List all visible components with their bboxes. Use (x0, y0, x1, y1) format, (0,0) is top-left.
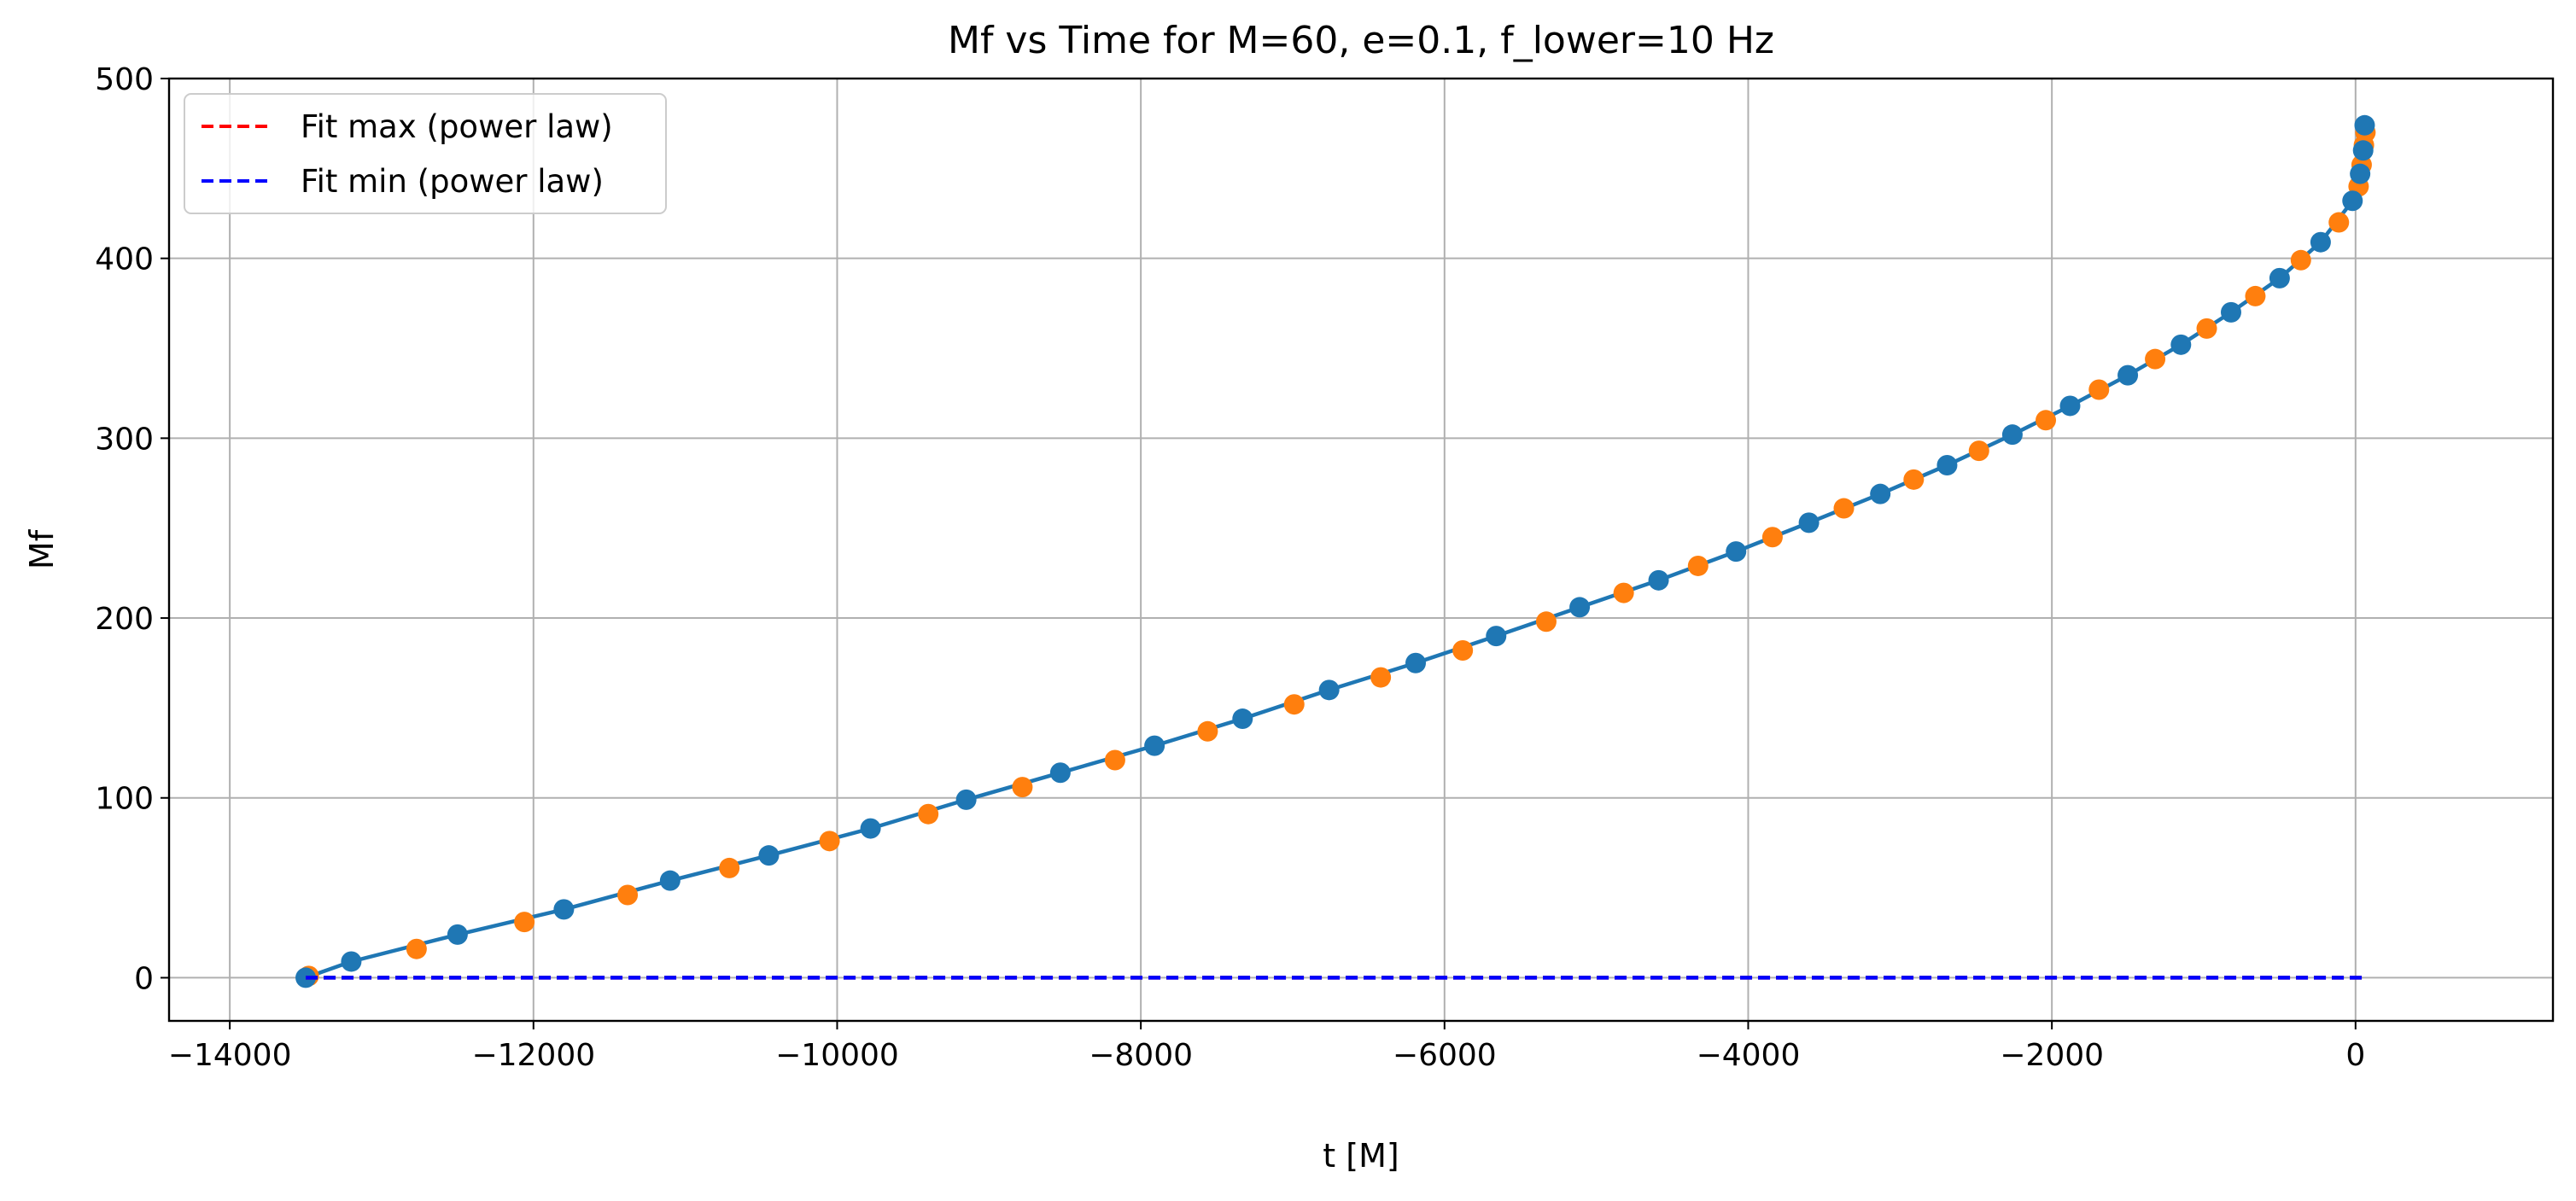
data-point-orange (1687, 555, 1709, 576)
data-point-orange (406, 938, 427, 959)
axis-ticks: −14000 −12000 −10000 −8000 −6000 −4000 −2000 0 0… (95, 62, 2365, 1073)
data-point-orange (918, 803, 939, 825)
data-point-blue (659, 870, 681, 891)
data-point-orange (2245, 285, 2266, 306)
data-point-orange (1012, 777, 1033, 798)
data-point-blue (1726, 541, 1747, 563)
data-point-blue (2001, 424, 2023, 446)
y-tick-label: 100 (95, 782, 154, 817)
data-point-blue (1232, 708, 1253, 730)
data-point-blue (2354, 114, 2375, 136)
legend-label-fit-max: Fit max (power law) (301, 108, 613, 145)
y-tick-label: 0 (134, 961, 154, 996)
data-point-orange (1761, 527, 1783, 548)
data-point-blue (860, 818, 881, 839)
x-tick-label: −4000 (1697, 1038, 1801, 1073)
data-point-orange (1452, 639, 1474, 661)
data-point-blue (1936, 454, 1958, 475)
data-point-blue (2170, 334, 2192, 355)
data-point-blue (1648, 569, 1669, 591)
data-point-blue (1049, 762, 1071, 784)
data-point-blue (2310, 231, 2331, 253)
x-tick-label: −12000 (471, 1038, 595, 1073)
x-tick-label: −14000 (168, 1038, 292, 1073)
data-point-orange (2196, 318, 2217, 339)
x-tick-label: 0 (2345, 1038, 2365, 1073)
data-point-orange (1370, 667, 1392, 688)
data-point-blue (1569, 597, 1591, 618)
data-point-orange (1535, 611, 1557, 633)
data-point-blue (2342, 190, 2363, 212)
data-point-blue (553, 899, 575, 920)
data-point-orange (1197, 720, 1218, 742)
plot-area (169, 79, 2553, 1021)
data-point-orange (1283, 694, 1305, 715)
plot-frame (167, 77, 2555, 1023)
data-point-blue (955, 789, 977, 810)
x-tick-label: −8000 (1089, 1038, 1193, 1073)
legend: Fit max (power law) Fit min (power law) (184, 93, 667, 214)
data-point-blue (2117, 364, 2139, 386)
data-point-orange (1903, 469, 1925, 490)
y-tick-label: 400 (95, 242, 154, 277)
data-point-blue (2352, 140, 2374, 161)
data-point-blue (341, 951, 362, 972)
data-point-orange (617, 884, 639, 906)
data-point-blue (2269, 267, 2290, 289)
data-point-blue (1870, 483, 1891, 504)
data-point-blue (1144, 735, 1165, 756)
data-point-orange (2036, 410, 2057, 431)
data-point-orange (2088, 379, 2110, 400)
legend-label-fit-min: Fit min (power law) (301, 163, 604, 200)
y-tick-label: 500 (95, 62, 154, 97)
data-point-orange (1833, 498, 1855, 519)
data-point-blue (2059, 395, 2081, 417)
data-layer (295, 114, 2376, 988)
legend-box (184, 93, 667, 214)
x-tick-label: −6000 (1393, 1038, 1497, 1073)
data-point-orange (719, 857, 740, 878)
chart-title: Mf vs Time for M=60, e=0.1, f_lower=10 H… (948, 19, 1774, 62)
data-point-orange (1613, 582, 1634, 603)
data-point-blue (1318, 679, 1340, 701)
data-point-orange (2145, 348, 2166, 370)
data-point-blue (1405, 652, 1427, 673)
data-point-blue (2220, 301, 2241, 323)
data-point-blue (1798, 512, 1820, 533)
x-tick-label: −2000 (2000, 1038, 2104, 1073)
x-axis-label: t [M] (1323, 1137, 1399, 1175)
x-tick-label: −10000 (775, 1038, 899, 1073)
data-point-blue (1486, 626, 1507, 647)
y-tick-label: 200 (95, 602, 154, 637)
data-point-orange (819, 831, 840, 852)
data-point-orange (1968, 440, 1989, 462)
data-point-blue (758, 845, 780, 866)
data-point-orange (2328, 212, 2350, 233)
data-point-orange (1104, 749, 1125, 771)
data-point-blue (2350, 163, 2371, 184)
y-tick-label: 300 (95, 422, 154, 457)
data-point-blue (447, 924, 468, 945)
data-point-orange (514, 912, 535, 933)
y-axis-label: Mf (23, 528, 61, 569)
data-point-orange (2290, 249, 2311, 271)
